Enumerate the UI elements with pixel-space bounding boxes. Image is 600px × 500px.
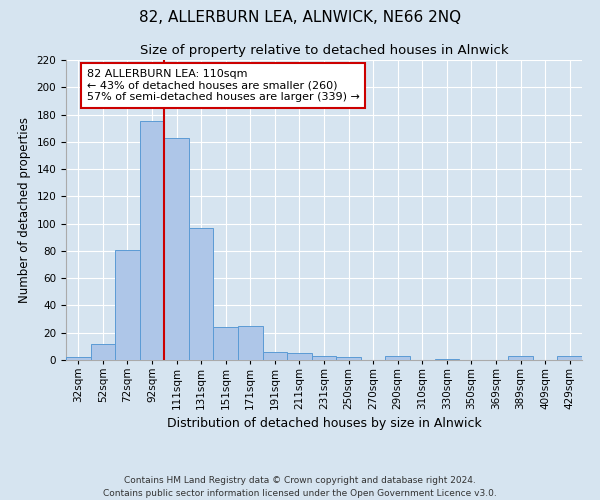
Bar	[557, 356, 582, 360]
Bar	[91, 344, 115, 360]
Bar	[140, 122, 164, 360]
Bar	[336, 358, 361, 360]
Text: 82, ALLERBURN LEA, ALNWICK, NE66 2NQ: 82, ALLERBURN LEA, ALNWICK, NE66 2NQ	[139, 10, 461, 25]
Bar	[312, 356, 336, 360]
Bar	[115, 250, 140, 360]
Bar	[263, 352, 287, 360]
Bar	[214, 328, 238, 360]
Title: Size of property relative to detached houses in Alnwick: Size of property relative to detached ho…	[140, 44, 508, 58]
Bar	[238, 326, 263, 360]
Bar	[164, 138, 189, 360]
Bar	[385, 356, 410, 360]
Text: 82 ALLERBURN LEA: 110sqm
← 43% of detached houses are smaller (260)
57% of semi-: 82 ALLERBURN LEA: 110sqm ← 43% of detach…	[86, 69, 359, 102]
X-axis label: Distribution of detached houses by size in Alnwick: Distribution of detached houses by size …	[167, 418, 481, 430]
Y-axis label: Number of detached properties: Number of detached properties	[18, 117, 31, 303]
Bar	[189, 228, 214, 360]
Bar	[66, 358, 91, 360]
Text: Contains HM Land Registry data © Crown copyright and database right 2024.
Contai: Contains HM Land Registry data © Crown c…	[103, 476, 497, 498]
Bar	[434, 358, 459, 360]
Bar	[287, 353, 312, 360]
Bar	[508, 356, 533, 360]
